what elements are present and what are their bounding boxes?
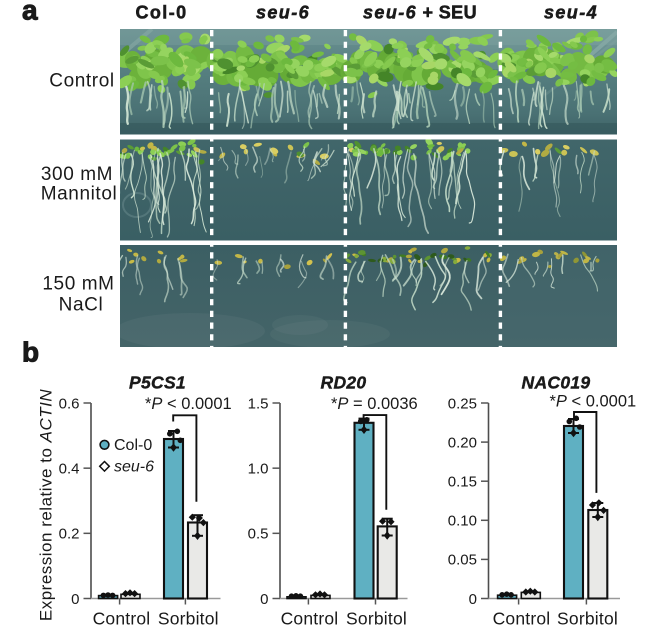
svg-text:a: a: [22, 0, 38, 26]
svg-text:Col-0: Col-0: [136, 3, 188, 23]
svg-text:NAC019: NAC019: [522, 373, 591, 393]
svg-text:0.6: 0.6: [59, 395, 80, 412]
svg-text:seu-6: seu-6: [114, 459, 154, 476]
svg-text:0.2: 0.2: [59, 526, 80, 543]
svg-text:300 mM: 300 mM: [41, 164, 113, 185]
svg-text:0.10: 0.10: [448, 513, 477, 530]
svg-text:Control: Control: [493, 609, 551, 629]
svg-text:Control: Control: [93, 609, 151, 629]
svg-text:Sorbitol: Sorbitol: [346, 609, 407, 629]
svg-text:Sorbitol: Sorbitol: [557, 609, 618, 629]
svg-text:0.25: 0.25: [448, 395, 477, 412]
svg-text:RD20: RD20: [321, 373, 367, 393]
svg-text:seu-6: seu-6: [256, 3, 310, 23]
svg-text:Sorbitol: Sorbitol: [158, 609, 219, 629]
svg-text:0.15: 0.15: [448, 474, 477, 491]
svg-text:0.5: 0.5: [248, 526, 269, 543]
svg-text:seu-4: seu-4: [544, 3, 598, 23]
svg-text:Control: Control: [281, 609, 339, 629]
svg-text:0: 0: [469, 591, 477, 608]
svg-text:P5CS1: P5CS1: [129, 373, 186, 393]
svg-text:seu-6 + SEU: seu-6 + SEU: [363, 3, 477, 23]
svg-text:Col-0: Col-0: [114, 437, 152, 454]
svg-text:1.0: 1.0: [248, 460, 269, 477]
svg-text:*P < 0.0001: *P < 0.0001: [145, 395, 232, 413]
svg-text:b: b: [22, 337, 39, 368]
svg-text:*P = 0.0036: *P = 0.0036: [331, 395, 418, 413]
svg-text:NaCl: NaCl: [59, 295, 104, 316]
svg-text:Expression relative to ACTIN: Expression relative to ACTIN: [37, 389, 56, 621]
svg-text:1.5: 1.5: [248, 395, 269, 412]
svg-text:*P < 0.0001: *P < 0.0001: [550, 393, 637, 411]
svg-text:0.05: 0.05: [448, 552, 477, 569]
svg-text:0.20: 0.20: [448, 434, 477, 451]
svg-text:Mannitol: Mannitol: [41, 184, 118, 205]
svg-text:0: 0: [260, 591, 268, 608]
svg-text:Control: Control: [49, 71, 114, 92]
svg-text:150 mM: 150 mM: [42, 274, 114, 295]
svg-text:0: 0: [71, 591, 79, 608]
svg-text:0.4: 0.4: [59, 460, 80, 477]
